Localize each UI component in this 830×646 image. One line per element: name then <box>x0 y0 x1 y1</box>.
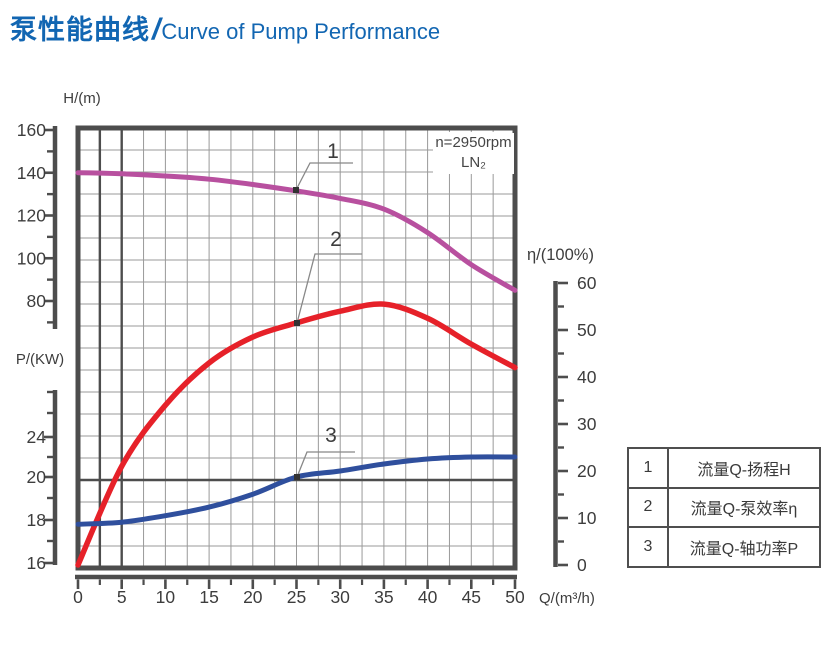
legend-row-2-number: 2 <box>627 486 669 529</box>
legend-row-1-label: 流量Q-扬程H <box>667 447 821 489</box>
curve-2-efficiency <box>75 301 518 568</box>
eta-axis-tick-label: 0 <box>577 555 587 575</box>
legend-row-3-number: 3 <box>627 526 669 568</box>
callout-label-2: 2 <box>330 228 342 251</box>
q-axis-title: Q/(m³/h) <box>539 590 595 607</box>
h-axis-tick-label: 120 <box>17 206 46 226</box>
annotation-speed: n=2950rpm <box>435 134 512 151</box>
annotation-box: n=2950rpm LN₂ <box>433 133 514 174</box>
h-axis-tick-label: 100 <box>17 248 46 268</box>
q-axis-tick-label: 5 <box>117 587 127 607</box>
p-axis-tick-label: 20 <box>27 467 47 487</box>
h-axis-tick-label: 80 <box>27 291 47 311</box>
legend-row-1-number: 1 <box>627 447 669 489</box>
q-axis-tick-label: 10 <box>156 587 176 607</box>
legend-row-1: 1 流量Q-扬程H <box>627 447 821 489</box>
q-axis-tick-label: 30 <box>330 587 350 607</box>
q-axis-tick-label: 0 <box>73 587 83 607</box>
h-axis-tick-label: 140 <box>17 163 46 183</box>
q-axis-tick-label: 15 <box>199 587 218 607</box>
legend-row-2: 2 流量Q-泵效率η <box>627 486 821 529</box>
callout-dot-3 <box>294 474 300 480</box>
callout-dot-2 <box>294 320 300 326</box>
callout-leader-2 <box>296 253 362 324</box>
p-axis-tick-label: 18 <box>27 510 46 530</box>
legend-row-3: 3 流量Q-轴功率P <box>627 526 821 568</box>
eta-axis-tick-label: 60 <box>577 273 597 293</box>
page-title-en: Curve of Pump Performance <box>161 19 441 44</box>
q-axis-tick-label: 25 <box>287 587 306 607</box>
legend-row-2-label: 流量Q-泵效率η <box>667 486 821 529</box>
eta-axis-tick-label: 40 <box>577 367 597 387</box>
p-axis-tick-label: 24 <box>27 427 47 447</box>
callout-leader-1 <box>295 162 353 191</box>
page-title-zh: 泵性能曲线 <box>10 15 150 45</box>
eta-axis-tick-label: 20 <box>577 461 597 481</box>
annotation-fluid: LN₂ <box>461 154 486 171</box>
p-axis-title: P/(KW) <box>15 351 65 368</box>
h-axis-title: H/(m) <box>63 90 101 107</box>
h-axis-tick-label: 160 <box>17 120 46 140</box>
callout-leader-3 <box>296 451 355 478</box>
page-header: 泵性能曲线/Curve of Pump Performance <box>10 8 440 47</box>
legend-table: 1 流量Q-扬程H 2 流量Q-泵效率η 3 流量Q-轴功率P <box>627 447 821 568</box>
eta-axis-tick-label: 50 <box>577 320 597 340</box>
q-axis-tick-label: 45 <box>462 587 481 607</box>
callout-dot-1 <box>293 187 299 193</box>
plot-frame <box>75 125 518 571</box>
eta-axis-tick-label: 10 <box>577 508 597 528</box>
callout-label-1: 1 <box>327 140 339 163</box>
q-axis-tick-label: 35 <box>374 587 393 607</box>
eta-axis-title: η/(100%) <box>527 246 594 264</box>
p-axis-tick-label: 16 <box>27 553 46 573</box>
q-axis-tick-label: 40 <box>418 587 438 607</box>
eta-axis-tick-label: 30 <box>577 414 597 434</box>
q-axis-tick-label: 50 <box>505 587 525 607</box>
callout-label-3: 3 <box>325 424 337 447</box>
q-axis-tick-label: 20 <box>243 587 263 607</box>
title-separator: / <box>152 13 161 46</box>
legend-row-3-label: 流量Q-轴功率P <box>667 526 821 568</box>
